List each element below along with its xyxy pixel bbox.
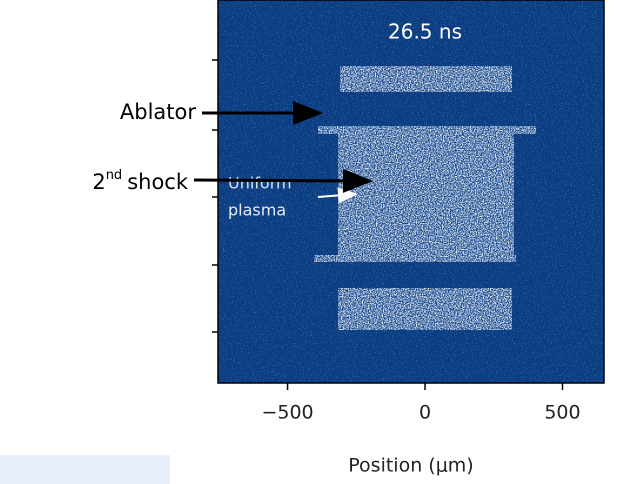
annotation-part: shock bbox=[127, 170, 189, 194]
image-plot: 26.5 ns Uniform plasma bbox=[212, 0, 605, 384]
annotation-part: nd bbox=[106, 168, 123, 183]
y-ticks bbox=[212, 59, 218, 333]
annotation: plasma bbox=[228, 201, 286, 220]
plot-frame bbox=[217, 0, 605, 384]
annotation: Uniform bbox=[228, 174, 292, 193]
x-axis-label: Position (μm) bbox=[348, 455, 473, 477]
x-tick-label: −500 bbox=[261, 402, 313, 424]
annotation-part: 2 bbox=[92, 170, 105, 194]
arrow bbox=[193, 168, 373, 193]
x-tick-label: 0 bbox=[419, 402, 431, 424]
annotation: Ablator bbox=[120, 100, 196, 124]
arrow bbox=[317, 187, 358, 204]
ui-strip bbox=[0, 455, 170, 484]
annotation: 2nd shock bbox=[92, 168, 189, 195]
chart-title: 26.5 ns bbox=[388, 20, 462, 44]
x-tick-label: 500 bbox=[544, 402, 580, 424]
bright-regions bbox=[314, 66, 536, 330]
